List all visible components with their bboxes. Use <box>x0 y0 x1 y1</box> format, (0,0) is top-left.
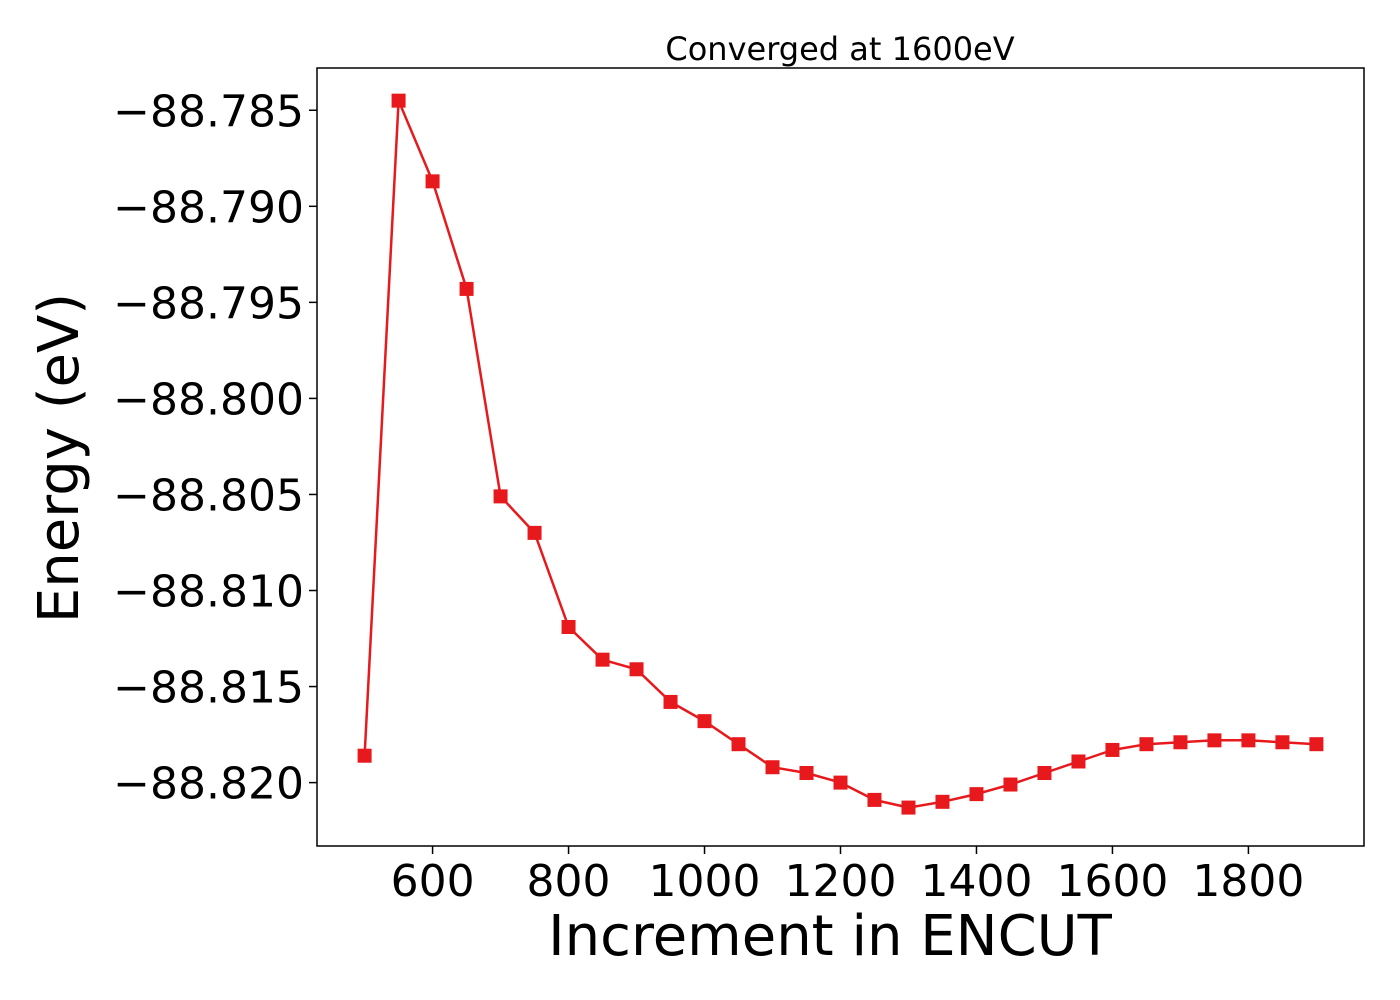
x-tick-label: 1200 <box>785 856 897 907</box>
x-tick-label: 600 <box>391 856 475 907</box>
series-line <box>363 99 1317 809</box>
x-tick-label: 1600 <box>1056 856 1168 907</box>
y-tick-label: −88.815 <box>113 663 304 714</box>
data-point <box>867 792 882 807</box>
data-point <box>765 760 780 775</box>
data-point <box>731 737 746 752</box>
data-point <box>1003 777 1018 792</box>
data-point <box>833 775 848 790</box>
data-point <box>1173 735 1188 750</box>
y-tick-label: −88.805 <box>113 470 304 521</box>
data-point <box>425 174 440 189</box>
data-point <box>357 748 372 763</box>
x-tick-label: 1000 <box>649 856 761 907</box>
data-point <box>561 620 576 635</box>
plot-frame <box>316 67 1365 847</box>
y-tick-label: −88.795 <box>113 278 304 329</box>
data-point <box>1241 733 1256 748</box>
data-point <box>1275 735 1290 750</box>
x-tick-label: 800 <box>527 856 611 907</box>
y-tick-label: −88.785 <box>113 86 304 137</box>
data-point <box>1105 742 1120 757</box>
y-tick-label: −88.800 <box>113 374 304 425</box>
data-point <box>459 281 474 296</box>
axes-group: 600 800 1000 1200 1400 1600 1800 −88.785 −88.790… <box>113 86 1304 907</box>
data-point <box>1139 737 1154 752</box>
y-tick-label: −88.820 <box>113 759 304 810</box>
series-group <box>357 93 1324 815</box>
data-point <box>799 766 814 781</box>
data-point <box>697 714 712 729</box>
y-tick-label: −88.790 <box>113 182 304 233</box>
data-point <box>1309 737 1324 752</box>
data-point <box>527 525 542 540</box>
data-point <box>391 93 406 108</box>
data-point <box>1207 733 1222 748</box>
data-point <box>595 652 610 667</box>
data-point <box>663 694 678 709</box>
data-point <box>969 787 984 802</box>
y-axis-title: Energy (eV) <box>27 293 92 623</box>
data-point <box>493 489 508 504</box>
data-point <box>1037 766 1052 781</box>
chart-title: Converged at 1600eV <box>665 30 1014 68</box>
x-tick-label: 1400 <box>920 856 1032 907</box>
x-axis-title: Increment in ENCUT <box>548 904 1113 969</box>
data-point <box>901 800 916 815</box>
data-point <box>1071 754 1086 769</box>
data-point <box>629 662 644 677</box>
y-tick-label: −88.810 <box>113 567 304 618</box>
data-point <box>935 794 950 809</box>
x-tick-label: 1800 <box>1192 856 1304 907</box>
